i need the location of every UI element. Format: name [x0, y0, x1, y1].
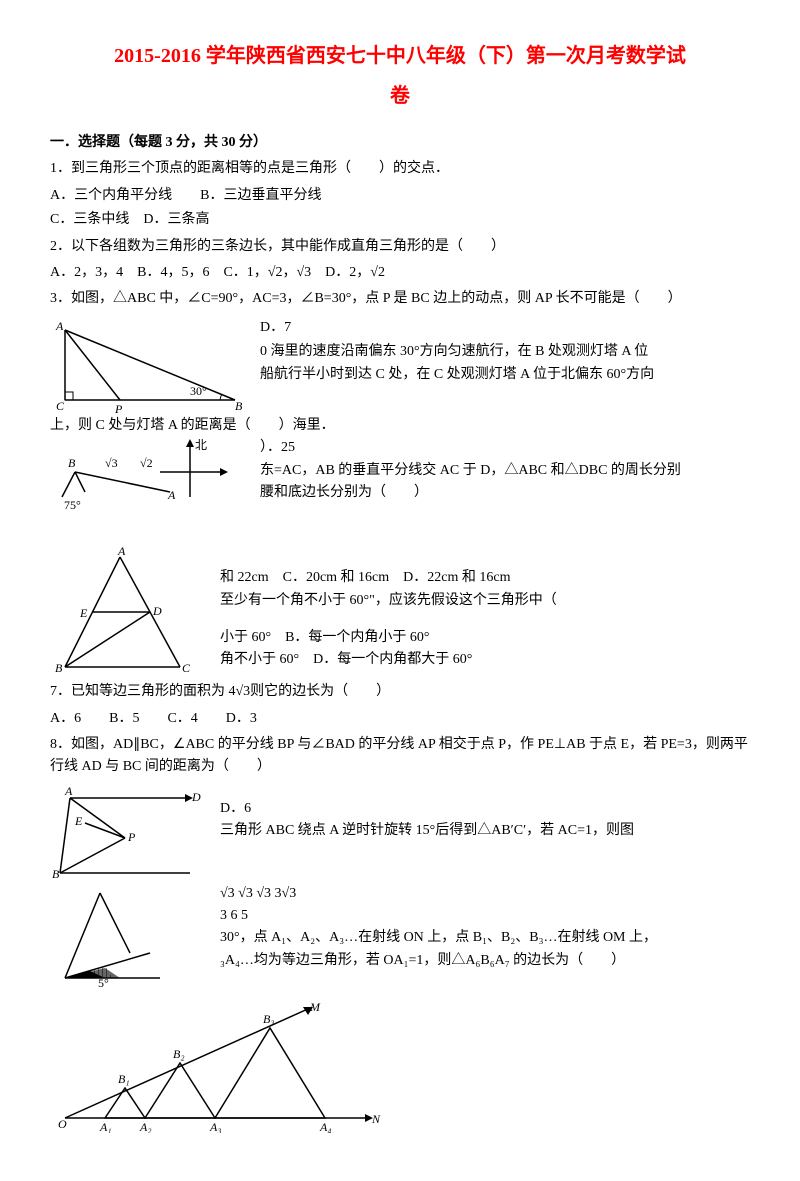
svg-text:E: E	[74, 814, 83, 828]
question-5-text-a: 东=AC，AB 的垂直平分线交 AC 于 D，△ABC 和△DBC 的周长分别	[260, 460, 750, 482]
svg-text:C: C	[56, 399, 65, 413]
svg-text:B₃: B₃	[263, 1012, 275, 1026]
equilateral-triangles-diagram-q10: O A₁ A₂ A₃ A₄ B₁ B₂ B₃ N M	[50, 993, 390, 1133]
question-6-options-cd: 角不小于 60° D．每一个内角都大于 60°	[220, 649, 750, 671]
svg-text:A: A	[167, 488, 176, 502]
svg-text:B: B	[55, 661, 63, 675]
svg-text:B: B	[68, 456, 76, 470]
question-5-options: 和 22cm C．20cm 和 16cm D．22cm 和 16cm	[220, 567, 750, 589]
question-7: 7．已知等边三角形的面积为 4√3则它的边长为（ ）	[50, 681, 750, 703]
rotation-diagram-q9: 5°	[50, 883, 210, 993]
svg-text:B₂: B₂	[173, 1047, 185, 1061]
question-5-text-b: 腰和底边长分别为（ ）	[260, 482, 750, 504]
question-4-text-b: 船航行半小时到达 C 处，在 C 处观测灯塔 A 位于北偏东 60°方向	[260, 364, 750, 386]
question-4-option: ）．25	[260, 437, 750, 459]
exam-title-line2: 卷	[50, 80, 750, 112]
svg-text:E: E	[79, 606, 88, 620]
question-9-text: 三角形 ABC 绕点 A 逆时针旋转 15°后得到△AB′C′，若 AC=1，则…	[220, 820, 750, 842]
question-4-text-a: 0 海里的速度沿南偏东 30°方向匀速航行，在 B 处观测灯塔 A 位	[260, 341, 750, 363]
svg-text:B₁: B₁	[118, 1072, 130, 1086]
svg-text:30°: 30°	[190, 384, 207, 398]
svg-text:A₁: A₁	[99, 1120, 112, 1133]
exam-title-line1: 2015-2016 学年陕西省西安七十中八年级（下）第一次月考数学试	[50, 40, 750, 72]
svg-text:M: M	[309, 1000, 321, 1014]
svg-text:A: A	[64, 784, 73, 798]
svg-text:北: 北	[195, 438, 207, 452]
parallel-lines-diagram-q8: A D B E P	[50, 783, 210, 883]
svg-text:√2: √2	[140, 456, 153, 470]
svg-text:√3: √3	[105, 456, 118, 470]
svg-text:P: P	[114, 402, 123, 415]
svg-text:A₃: A₃	[209, 1120, 222, 1133]
svg-text:A₂: A₂	[139, 1120, 152, 1133]
svg-text:5°: 5°	[98, 976, 109, 990]
question-3-option-d: D．7	[260, 317, 750, 339]
svg-text:A: A	[55, 319, 64, 333]
svg-text:C: C	[182, 661, 191, 675]
question-8-option-d: D．6	[220, 798, 750, 820]
svg-text:D: D	[191, 790, 201, 804]
question-9-sqrt-options-1: √3 √3 √3 3√3	[220, 883, 750, 905]
svg-text:A: A	[117, 547, 126, 558]
question-6-options-ab: 小于 60° B．每一个内角小于 60°	[220, 627, 750, 649]
question-10-text-b: ₃A₄…均为等边三角形，若 OA₁=1，则△A₆B₆A₇ 的边长为（ ）	[220, 950, 750, 972]
question-3: 3．如图，△ABC 中，∠C=90°，AC=3，∠B=30°，点 P 是 BC …	[50, 288, 750, 310]
question-1: 1．到三角形三个顶点的距离相等的点是三角形（ ）的交点．	[50, 158, 750, 180]
question-6-text-a: 至少有一个角不小于 60°"，应该先假设这个三角形中（	[220, 590, 750, 612]
question-1-options-cd: C．三条中线 D．三条高	[50, 209, 750, 231]
question-4-text-c: 上，则 C 处与灯塔 A 的距离是（ ）海里．	[50, 415, 750, 437]
section-1-heading: 一．选择题（每题 3 分，共 30 分）	[50, 132, 750, 154]
svg-text:P: P	[127, 830, 136, 844]
triangle-diagram-q3: A C P B 30°	[50, 315, 250, 415]
question-7-options: A．6 B．5 C．4 D．3	[50, 708, 750, 730]
svg-text:N: N	[371, 1112, 381, 1126]
triangle-diagram-q5: A B C D E	[50, 547, 210, 677]
svg-text:B: B	[235, 399, 243, 413]
svg-text:B: B	[52, 867, 60, 881]
question-8: 8．如图，AD∥BC，∠ABC 的平分线 BP 与∠BAD 的平分线 AP 相交…	[50, 734, 750, 779]
question-1-options-ab: A．三个内角平分线 B．三边垂直平分线	[50, 185, 750, 207]
svg-text:O: O	[58, 1117, 67, 1131]
svg-text:75°: 75°	[64, 498, 81, 512]
question-10-text-a: 30°，点 A₁、A₂、A₃…在射线 ON 上，点 B₁、B₂、B₃…在射线 O…	[220, 927, 750, 949]
question-9-sqrt-options-2: 3 6 5	[220, 905, 750, 927]
question-2-options: A．2，3，4 B．4，5，6 C．1，√2，√3 D．2，√2	[50, 262, 750, 284]
svg-text:D: D	[152, 604, 162, 618]
question-2: 2．以下各组数为三角形的三条边长，其中能作成直角三角形的是（ ）	[50, 236, 750, 258]
svg-text:A₄: A₄	[319, 1120, 332, 1133]
compass-diagram-q4: 北 B A √3 √2 75°	[50, 437, 250, 547]
